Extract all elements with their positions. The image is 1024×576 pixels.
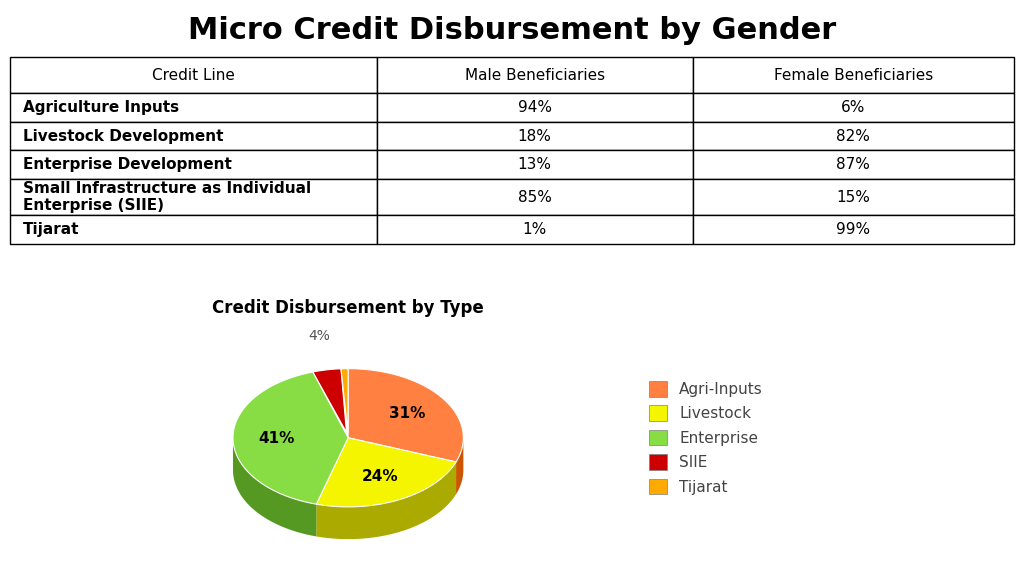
Polygon shape xyxy=(313,369,346,433)
Text: 99%: 99% xyxy=(837,222,870,237)
Bar xyxy=(692,57,1014,93)
Bar xyxy=(692,215,1014,244)
Bar xyxy=(377,150,692,179)
Text: 15%: 15% xyxy=(837,190,870,204)
Bar xyxy=(692,122,1014,150)
Text: 24%: 24% xyxy=(361,468,398,483)
Bar xyxy=(10,93,377,122)
Bar xyxy=(10,150,377,179)
Bar xyxy=(692,93,1014,122)
Polygon shape xyxy=(348,369,463,462)
Text: Small Infrastructure as Individual
Enterprise (SIIE): Small Infrastructure as Individual Enter… xyxy=(23,181,310,213)
Text: Tijarat: Tijarat xyxy=(23,222,79,237)
Text: Livestock Development: Livestock Development xyxy=(23,128,223,144)
Text: 18%: 18% xyxy=(518,128,552,144)
Text: 41%: 41% xyxy=(258,431,295,446)
Bar xyxy=(10,179,377,215)
Bar xyxy=(692,150,1014,179)
Bar xyxy=(377,215,692,244)
Polygon shape xyxy=(341,369,348,432)
Text: 87%: 87% xyxy=(837,157,870,172)
Bar xyxy=(10,57,377,93)
Text: Agriculture Inputs: Agriculture Inputs xyxy=(23,100,178,115)
Text: 4%: 4% xyxy=(309,329,331,343)
Polygon shape xyxy=(316,462,456,539)
Text: Micro Credit Disbursement by Gender: Micro Credit Disbursement by Gender xyxy=(187,16,837,45)
Bar xyxy=(10,215,377,244)
Bar xyxy=(377,93,692,122)
Polygon shape xyxy=(233,438,316,536)
Text: 13%: 13% xyxy=(517,157,552,172)
Text: 6%: 6% xyxy=(841,100,865,115)
Bar xyxy=(377,122,692,150)
Text: 94%: 94% xyxy=(517,100,552,115)
Bar xyxy=(692,179,1014,215)
Polygon shape xyxy=(456,438,463,494)
Text: Male Beneficiaries: Male Beneficiaries xyxy=(465,68,604,83)
Text: 31%: 31% xyxy=(389,406,425,421)
Text: Credit Disbursement by Type: Credit Disbursement by Type xyxy=(212,299,484,317)
Bar xyxy=(377,57,692,93)
Text: Credit Line: Credit Line xyxy=(152,68,234,83)
Polygon shape xyxy=(316,438,456,507)
Text: Enterprise Development: Enterprise Development xyxy=(23,157,231,172)
Legend: Agri-Inputs, Livestock, Enterprise, SIIE, Tijarat: Agri-Inputs, Livestock, Enterprise, SIIE… xyxy=(642,375,769,501)
Polygon shape xyxy=(233,372,348,504)
Text: Female Beneficiaries: Female Beneficiaries xyxy=(773,68,933,83)
Bar xyxy=(10,122,377,150)
Bar xyxy=(377,179,692,215)
Text: 85%: 85% xyxy=(518,190,552,204)
Text: 1%: 1% xyxy=(522,222,547,237)
Text: 82%: 82% xyxy=(837,128,870,144)
